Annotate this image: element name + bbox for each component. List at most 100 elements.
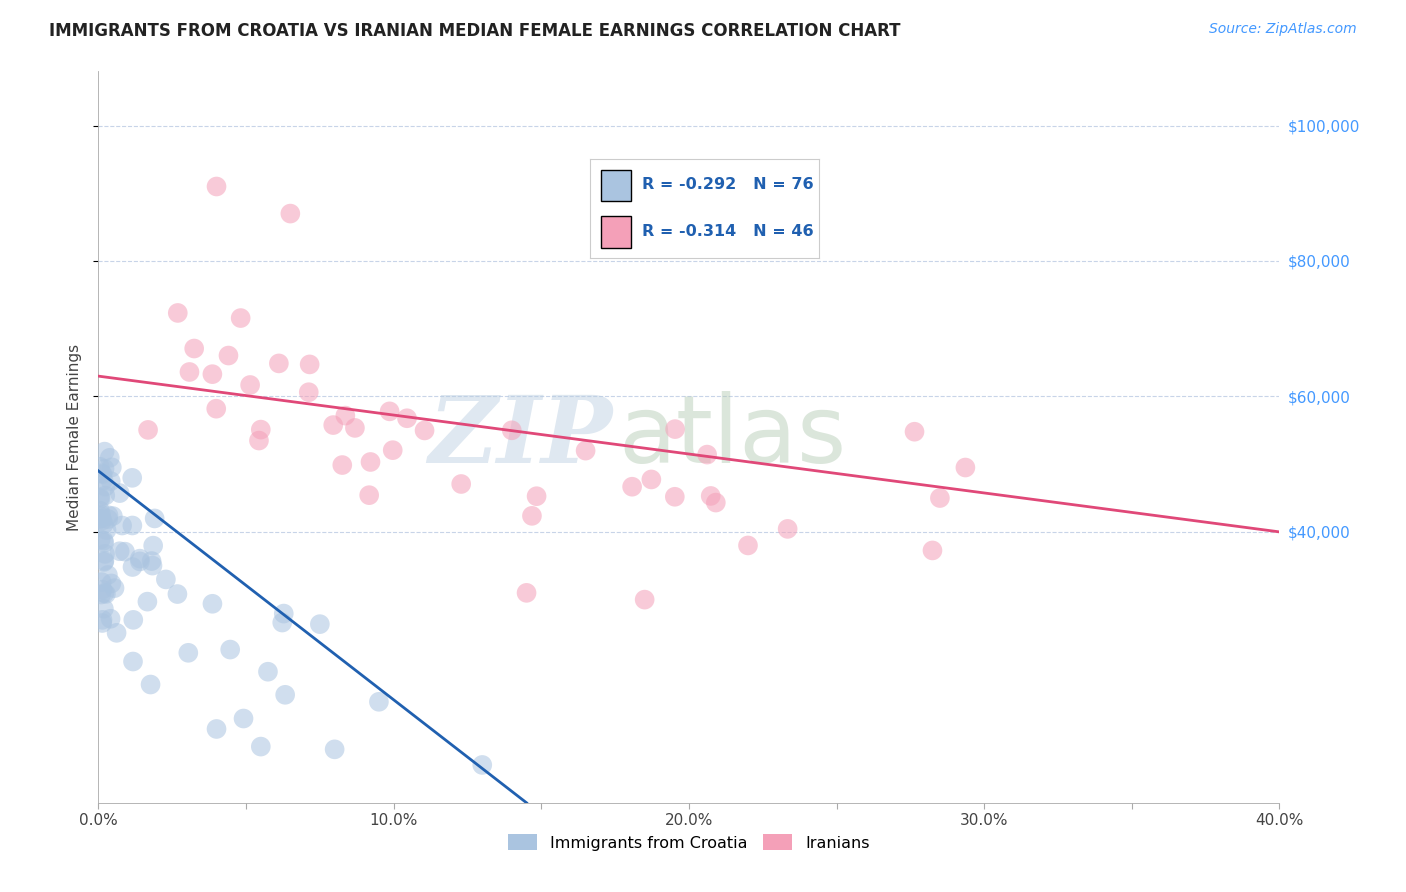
Point <box>93 461 115 475</box>
Point <box>89 459 111 474</box>
Point <box>90 466 112 480</box>
Point <box>257 665 280 679</box>
FancyBboxPatch shape <box>602 169 631 202</box>
Point <box>395 411 418 425</box>
FancyBboxPatch shape <box>602 217 631 248</box>
Point <box>98 450 121 465</box>
Point <box>274 688 297 702</box>
Point <box>621 480 644 494</box>
Point <box>91 615 114 630</box>
Point <box>205 401 228 416</box>
Text: R = -0.292   N = 76: R = -0.292 N = 76 <box>643 177 814 192</box>
Point <box>108 544 131 558</box>
Point <box>121 518 143 533</box>
Point <box>122 655 145 669</box>
Point <box>250 739 273 754</box>
Point <box>737 538 759 552</box>
Point <box>93 554 115 568</box>
Point <box>93 555 115 569</box>
Point <box>94 587 117 601</box>
Point <box>776 522 799 536</box>
Point <box>368 695 391 709</box>
Point <box>93 517 115 532</box>
Point <box>136 594 159 608</box>
Point <box>97 568 120 582</box>
Point <box>179 365 201 379</box>
Point <box>93 533 115 548</box>
Point <box>381 443 404 458</box>
Point <box>501 423 523 437</box>
Point <box>323 742 346 756</box>
Point <box>267 356 290 370</box>
Point <box>205 722 228 736</box>
Point <box>108 486 131 500</box>
Text: Source: ZipAtlas.com: Source: ZipAtlas.com <box>1209 22 1357 37</box>
Point <box>91 582 114 597</box>
Point <box>955 460 977 475</box>
Point <box>96 523 118 537</box>
Y-axis label: Median Female Earnings: Median Female Earnings <box>67 343 83 531</box>
Point <box>141 558 163 573</box>
Point <box>640 472 662 486</box>
Point <box>239 378 262 392</box>
Legend: Immigrants from Croatia, Iranians: Immigrants from Croatia, Iranians <box>502 828 876 857</box>
Point <box>142 539 165 553</box>
Point <box>218 349 240 363</box>
Point <box>97 512 120 526</box>
Point <box>166 587 188 601</box>
Point <box>91 613 114 627</box>
Point <box>139 677 162 691</box>
Point <box>89 491 111 506</box>
Point <box>97 508 120 523</box>
Point <box>100 474 122 488</box>
Point <box>273 607 295 621</box>
Point <box>128 551 150 566</box>
Point <box>699 489 721 503</box>
Point <box>155 573 177 587</box>
Point <box>94 547 117 561</box>
Point <box>526 489 548 503</box>
Point <box>271 615 294 630</box>
Point <box>100 612 122 626</box>
Point <box>143 511 166 525</box>
Point <box>413 424 436 438</box>
Point <box>280 206 302 220</box>
Point <box>929 491 952 505</box>
Point <box>201 367 224 381</box>
Point <box>90 575 112 590</box>
Point <box>91 467 114 482</box>
Point <box>166 306 188 320</box>
Point <box>114 544 136 558</box>
Point <box>634 592 657 607</box>
Point <box>575 443 598 458</box>
Point <box>343 421 366 435</box>
Point <box>229 311 252 326</box>
Point <box>664 490 686 504</box>
Point <box>219 642 242 657</box>
Point <box>704 495 727 509</box>
Point <box>298 358 321 372</box>
Point <box>105 625 128 640</box>
Point <box>121 471 143 485</box>
Point <box>101 509 124 524</box>
Text: ZIP: ZIP <box>427 392 612 482</box>
Point <box>247 434 270 448</box>
Point <box>90 588 112 602</box>
Point <box>330 458 353 472</box>
Point <box>89 503 111 517</box>
Point <box>183 342 205 356</box>
Point <box>121 560 143 574</box>
Point <box>93 586 115 600</box>
Point <box>111 518 134 533</box>
Point <box>90 512 112 526</box>
Point <box>141 554 163 568</box>
Point <box>201 597 224 611</box>
Point <box>93 536 115 550</box>
Point <box>100 576 122 591</box>
Point <box>101 460 124 475</box>
Point <box>309 617 332 632</box>
Text: R = -0.314   N = 46: R = -0.314 N = 46 <box>643 224 814 239</box>
Point <box>89 490 111 504</box>
Point <box>205 179 228 194</box>
Point <box>335 409 357 423</box>
